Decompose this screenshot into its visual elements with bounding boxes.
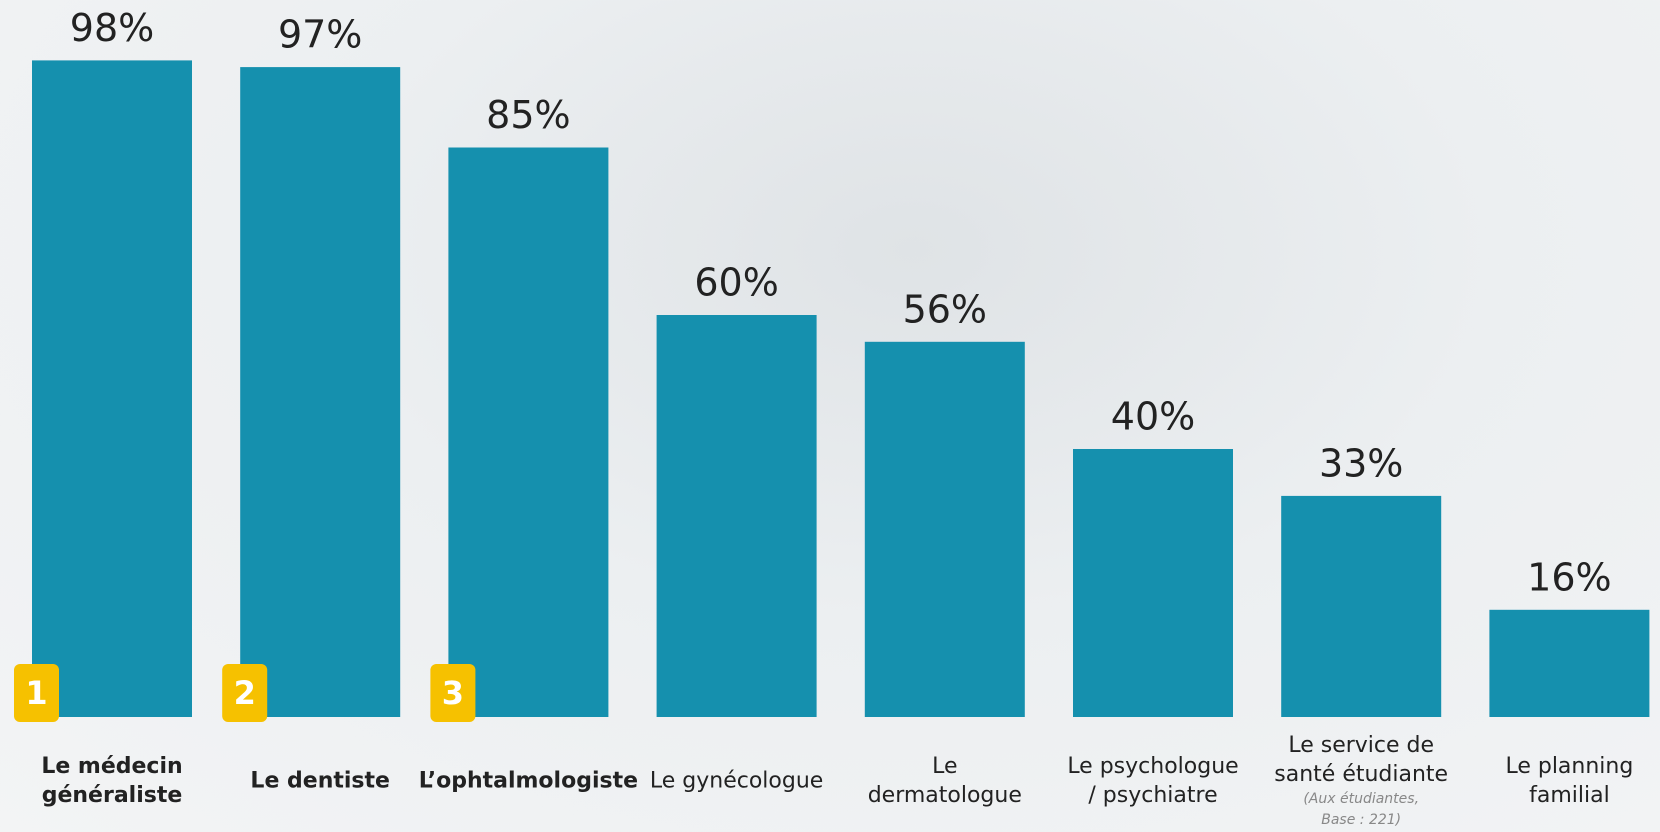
rank-badge: 3 xyxy=(430,664,476,722)
rank-badge-box xyxy=(430,664,476,722)
category-text: Le gynécologue xyxy=(649,768,824,794)
value-label: 16% xyxy=(1527,555,1611,599)
bar xyxy=(1489,609,1650,717)
value-label: 60% xyxy=(694,261,778,305)
rank-badge: 1 xyxy=(14,664,59,722)
rank-badge: 2 xyxy=(222,664,268,722)
bar xyxy=(448,147,609,717)
bar xyxy=(240,67,401,718)
category-label: Le service de santé étudiante (Aux étudia… xyxy=(1269,731,1454,831)
rank-badge-text: 3 xyxy=(442,674,464,712)
bar xyxy=(864,341,1025,717)
category-text: Le dermatologue xyxy=(867,754,1022,808)
category-label: Le gynécologue xyxy=(644,767,829,796)
category-label: Le dentiste xyxy=(228,767,413,796)
rank-badge-text: 2 xyxy=(234,674,256,712)
category-text: Le psychologue / psychiatre xyxy=(1067,754,1239,808)
value-label: 85% xyxy=(486,93,570,137)
category-text: Le médecin généraliste xyxy=(41,754,183,808)
category-label: Le planning familial xyxy=(1477,752,1660,810)
value-label: 56% xyxy=(903,287,987,331)
value-label: 98% xyxy=(70,6,154,50)
rank-badge-box xyxy=(14,664,59,722)
rank-badge-box xyxy=(222,664,268,722)
bar xyxy=(656,315,817,717)
category-label: L’ophtalmologiste xyxy=(419,767,638,796)
rank-badge-text: 1 xyxy=(25,674,47,712)
annotation: (Aux étudiantes, Base : 221) xyxy=(1303,791,1420,828)
category-label: Le psychologue / psychiatre xyxy=(1061,752,1246,810)
category-text: Le planning familial xyxy=(1505,754,1634,808)
value-label: 40% xyxy=(1111,395,1195,439)
category-text: Le dentiste xyxy=(250,768,390,794)
category-text: Le service de santé étudiante xyxy=(1274,733,1449,787)
bar xyxy=(1073,449,1233,717)
value-label: 33% xyxy=(1319,441,1403,485)
bar xyxy=(1281,495,1442,717)
category-label: Le dermatologue xyxy=(852,752,1037,810)
category-label: Le médecin généraliste xyxy=(20,752,205,810)
category-text: L’ophtalmologiste xyxy=(418,768,639,794)
value-label: 97% xyxy=(278,13,362,57)
bar xyxy=(32,60,192,717)
